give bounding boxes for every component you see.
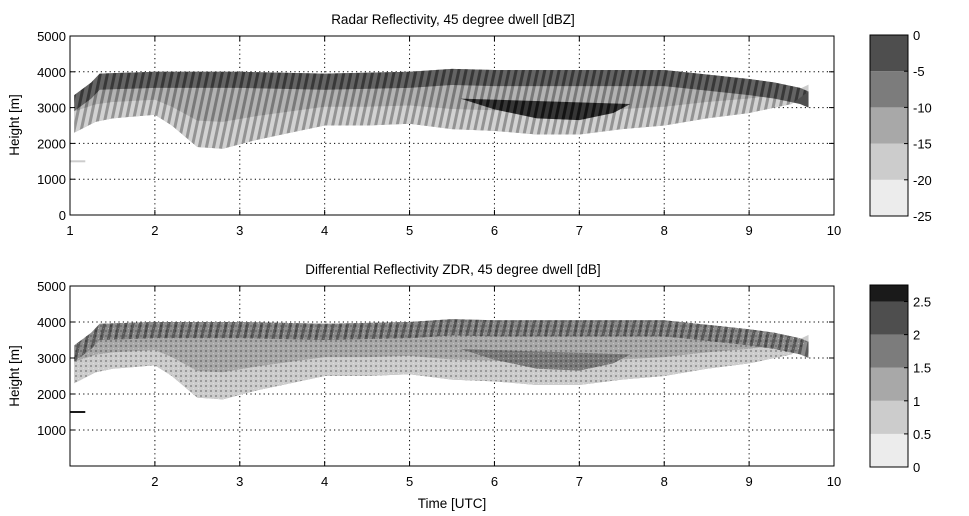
reflectivity-ytick-label-2000: 2000	[37, 136, 66, 151]
reflectivity-colorbar-label-0: 0	[913, 28, 920, 43]
zdr-colorbar-level-4	[870, 301, 908, 335]
zdr-echo-field	[70, 319, 809, 413]
reflectivity-xtick-label-3: 3	[236, 223, 243, 238]
reflectivity-echo-field	[70, 68, 809, 163]
zdr-ytick-label-5000: 5000	[37, 279, 66, 294]
zdr-ytick-label-3000: 3000	[37, 351, 66, 366]
zdr-xtick-label-4: 4	[321, 474, 328, 489]
reflectivity-colorbar-label--15: -15	[913, 137, 932, 152]
reflectivity-plot-area	[69, 35, 835, 216]
reflectivity-ytick-label-4000: 4000	[37, 65, 66, 80]
reflectivity-ytick-label-3000: 3000	[37, 101, 66, 116]
zdr-x-axis-label: Time [UTC]	[418, 496, 487, 511]
zdr-colorbar-level-1	[870, 400, 908, 434]
zdr-title: Differential Reflectivity ZDR, 45 degree…	[305, 262, 600, 277]
zdr-colorbar-frame	[869, 284, 909, 468]
zdr-colorbar-label-1: 1	[913, 394, 920, 409]
zdr-xtick-label-2: 2	[151, 474, 158, 489]
zdr-xtick-label-7: 7	[576, 474, 583, 489]
reflectivity-colorbar-level-4	[870, 35, 908, 72]
reflectivity-ytick-label-1000: 1000	[37, 172, 66, 187]
reflectivity-ytick-label-5000: 5000	[37, 29, 66, 44]
reflectivity-ytick-label-0: 0	[59, 208, 66, 223]
reflectivity-xtick-label-10: 10	[827, 223, 841, 238]
zdr-panel: Differential Reflectivity ZDR, 45 degree…	[7, 262, 931, 511]
zdr-colorbar-level-2	[870, 367, 908, 401]
reflectivity-xtick-label-1: 1	[66, 223, 73, 238]
reflectivity-y-axis-label: Height [m]	[7, 94, 22, 156]
zdr-echo-streaks	[74, 319, 809, 362]
zdr-colorbar-label-2.5: 2.5	[913, 295, 931, 310]
zdr-colorbar-label-0.5: 0.5	[913, 427, 931, 442]
reflectivity-xtick-label-4: 4	[321, 223, 328, 238]
reflectivity-panel: Radar Reflectivity, 45 degree dwell [dBZ…	[7, 12, 932, 238]
zdr-xtick-label-5: 5	[406, 474, 413, 489]
reflectivity-colorbar-level-2	[870, 107, 908, 144]
zdr-axes-box	[69, 285, 835, 467]
zdr-xtick-label-6: 6	[491, 474, 498, 489]
reflectivity-x-ticks: 1 2 3 4 5 6 7 8 9 10	[66, 36, 841, 238]
reflectivity-colorbar-label--5: -5	[913, 64, 925, 79]
reflectivity-colorbar-label--10: -10	[913, 100, 932, 115]
zdr-x-ticks: 2 3 4 5 6 7 8 9 10	[151, 286, 841, 489]
reflectivity-colorbar-frame	[869, 34, 909, 217]
reflectivity-xtick-label-7: 7	[576, 223, 583, 238]
reflectivity-colorbar-level-0	[870, 179, 908, 216]
reflectivity-xtick-label-2: 2	[151, 223, 158, 238]
zdr-colorbar-level-3	[870, 334, 908, 368]
reflectivity-colorbar-level-1	[870, 143, 908, 180]
zdr-colorbar-label-0: 0	[913, 460, 920, 475]
zdr-colorbar-label-1.5: 1.5	[913, 361, 931, 376]
reflectivity-colorbar-label--25: -25	[913, 209, 932, 224]
zdr-ytick-label-2000: 2000	[37, 387, 66, 402]
reflectivity-xtick-label-8: 8	[661, 223, 668, 238]
zdr-xtick-label-10: 10	[827, 474, 841, 489]
zdr-y-axis-label: Height [m]	[7, 345, 22, 407]
zdr-plot-area	[69, 285, 835, 467]
reflectivity-y-ticks: 0 1000 2000 3000 4000 5000	[37, 29, 834, 223]
zdr-echo-texture	[74, 319, 809, 400]
zdr-colorbar: 0 0.5 1 1.5 2 2.5	[869, 284, 931, 475]
zdr-ytick-label-4000: 4000	[37, 315, 66, 330]
zdr-y-ticks: 1000 2000 3000 4000 5000	[37, 279, 834, 438]
zdr-xtick-label-9: 9	[745, 474, 752, 489]
reflectivity-echo-texture	[74, 68, 809, 149]
reflectivity-xtick-label-6: 6	[491, 223, 498, 238]
zdr-colorbar-label-2: 2	[913, 328, 920, 343]
reflectivity-title: Radar Reflectivity, 45 degree dwell [dBZ…	[331, 12, 575, 27]
zdr-xtick-label-3: 3	[236, 474, 243, 489]
reflectivity-xtick-label-5: 5	[406, 223, 413, 238]
reflectivity-colorbar-label--20: -20	[913, 173, 932, 188]
reflectivity-axes-box	[69, 35, 835, 216]
zdr-ytick-label-1000: 1000	[37, 423, 66, 438]
reflectivity-xtick-label-9: 9	[745, 223, 752, 238]
zdr-xtick-label-8: 8	[661, 474, 668, 489]
reflectivity-colorbar: -25 -20 -15 -10 -5 0	[869, 28, 932, 224]
zdr-gridlines	[70, 286, 834, 466]
zdr-colorbar-level-5	[870, 285, 908, 302]
reflectivity-colorbar-level-3	[870, 71, 908, 108]
zdr-colorbar-level-0	[870, 433, 908, 467]
